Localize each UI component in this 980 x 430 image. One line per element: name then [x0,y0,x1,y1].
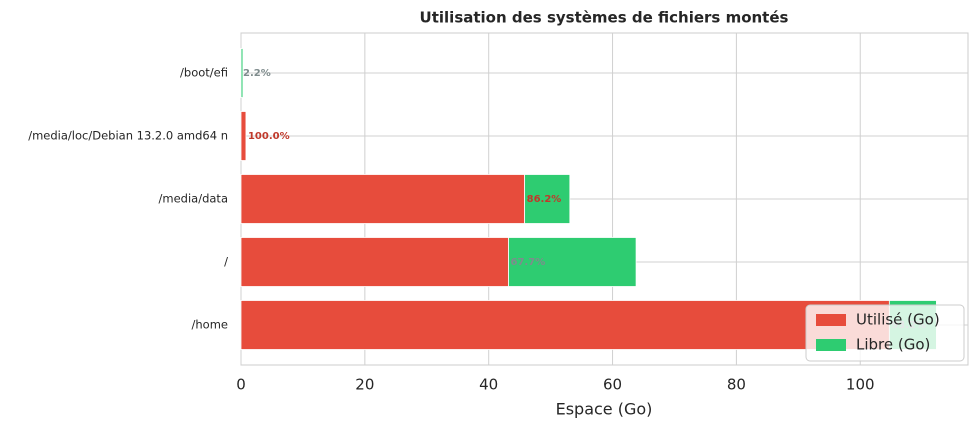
bar [240,237,509,287]
bar [240,48,244,98]
y-tick-label: /media/loc/Debian 13.2.0 amd64 n [28,129,228,143]
legend-swatch [816,314,846,326]
bar [508,237,637,287]
x-tick-label: 0 [236,376,246,394]
bar [240,300,890,350]
legend-swatch [816,339,846,351]
chart-title: Utilisation des systèmes de fichiers mon… [420,9,789,27]
bar [240,111,247,161]
x-tick-label: 20 [355,376,374,394]
x-tick-label: 100 [846,376,875,394]
percent-label: 2.2% [243,68,271,79]
y-tick-label: /boot/efi [180,66,228,80]
legend: Utilisé (Go) Libre (Go) [805,304,965,362]
y-tick-label: / [224,255,228,269]
bar [524,174,571,224]
y-tick-label: /home [192,318,228,332]
percent-label: 67.7% [511,257,546,268]
bar [240,174,526,224]
x-tick-label: 60 [603,376,622,394]
x-tick-label: 40 [479,376,498,394]
percent-label: 100.0% [248,131,290,142]
x-tick-label: 80 [727,376,746,394]
y-tick-label: /media/data [159,192,228,206]
x-axis-label: Espace (Go) [556,400,653,419]
percent-label: 86.2% [527,194,562,205]
legend-label: Libre (Go) [856,336,930,354]
legend-label: Utilisé (Go) [856,311,940,329]
